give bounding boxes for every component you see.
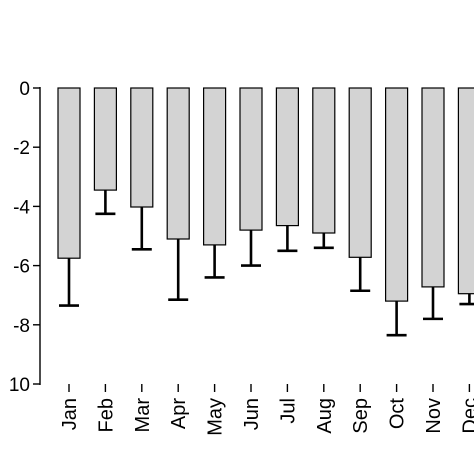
x-axis: Jan Feb Mar Apr May Jun Jul Aug Sep Oct Nov Dec — [59, 384, 474, 436]
x-tick-label-mar: Mar — [132, 398, 154, 433]
bar-oct — [385, 87, 409, 302]
bar-jan — [57, 87, 81, 259]
error-bar-feb — [95, 190, 116, 216]
error-bars — [59, 190, 474, 337]
y-tick-label: 0 — [19, 79, 30, 100]
bar-apr — [166, 87, 190, 240]
bar-feb — [93, 87, 118, 191]
x-tick-label-jul: Jul — [277, 398, 299, 424]
x-tick-label-feb: Feb — [95, 398, 117, 432]
bar-aug — [312, 87, 336, 234]
x-tick-label-oct: Oct — [387, 398, 409, 430]
y-tick-label: -4 — [13, 197, 30, 218]
x-tick-label-nov: Nov — [423, 398, 445, 434]
bar-dec — [457, 87, 474, 295]
bar-series — [57, 87, 474, 302]
bar-mar — [130, 87, 154, 208]
bar-nov — [421, 87, 445, 288]
bar-may — [203, 87, 227, 246]
y-tick-label: -2 — [13, 138, 30, 159]
error-bar-jan — [59, 258, 79, 307]
bar-jun — [239, 87, 263, 231]
x-tick-label-may: May — [205, 398, 227, 436]
y-axis: 0 -2 -4 -6 -8 10 — [9, 79, 41, 396]
x-tick-label-jan: Jan — [59, 398, 81, 430]
error-bar-aug — [313, 233, 334, 250]
y-tick-label: -6 — [13, 257, 30, 278]
error-bar-dec — [459, 293, 474, 306]
bar-sep — [348, 87, 372, 258]
error-bar-oct — [386, 301, 407, 337]
x-tick-label-jun: Jun — [241, 398, 263, 430]
error-bar-jun — [241, 230, 261, 267]
y-tick-label: -8 — [13, 316, 30, 337]
error-bar-may — [204, 244, 225, 279]
bar-jul — [275, 87, 299, 227]
error-bar-nov — [423, 286, 443, 321]
error-bar-apr — [168, 238, 189, 301]
error-bar-mar — [131, 206, 152, 251]
x-tick-label-dec: Dec — [459, 398, 474, 434]
error-bar-jul — [277, 225, 298, 253]
error-bar-sep — [350, 257, 371, 293]
x-tick-label-sep: Sep — [350, 398, 372, 434]
y-tick-label: 10 — [9, 375, 30, 396]
x-tick-label-apr: Apr — [168, 398, 190, 429]
x-tick-label-aug: Aug — [314, 398, 336, 434]
